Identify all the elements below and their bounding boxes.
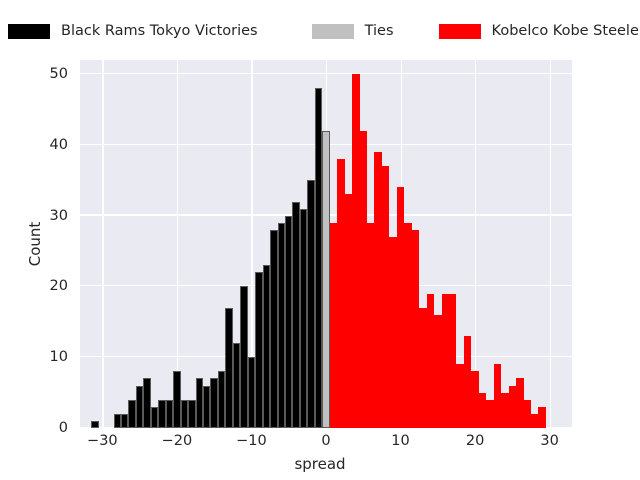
bar-kobelco-kobe-steelers: [441, 293, 449, 428]
bar-kobelco-kobe-steelers: [389, 236, 397, 428]
bar-kobelco-kobe-steelers: [523, 399, 531, 428]
bar-kobelco-kobe-steelers: [449, 293, 457, 428]
x-tick-label: 20: [465, 433, 485, 449]
y-tick-label: 50: [49, 66, 68, 83]
y-tick-label: 40: [49, 136, 68, 153]
bar-black-rams-tokyo: [135, 385, 144, 428]
y-tick-label: 20: [49, 278, 68, 295]
bar-black-rams-tokyo: [292, 201, 300, 428]
legend-swatch-gray: [311, 23, 354, 39]
bar-black-rams-tokyo: [158, 399, 166, 428]
y-tick-label: 10: [49, 349, 68, 366]
y-tick-label: 30: [49, 207, 68, 224]
x-tick-label: −10: [236, 433, 267, 449]
gridline-vertical: [549, 60, 551, 428]
bar-black-rams-tokyo: [262, 265, 271, 428]
legend-swatch-black: [8, 23, 50, 39]
bar-black-rams-tokyo: [307, 180, 315, 428]
x-tick-label: −30: [87, 433, 118, 449]
bar-kobelco-kobe-steelers: [456, 364, 464, 428]
bar-black-rams-tokyo: [128, 399, 136, 428]
bar-kobelco-kobe-steelers: [426, 293, 435, 428]
gridline-vertical: [102, 60, 104, 428]
bar-kobelco-kobe-steelers: [374, 152, 382, 428]
bar-kobelco-kobe-steelers: [486, 399, 494, 428]
bar-kobelco-kobe-steelers: [434, 314, 442, 428]
bar-black-rams-tokyo: [299, 208, 308, 428]
bar-black-rams-tokyo: [203, 385, 211, 428]
bar-kobelco-kobe-steelers: [352, 74, 360, 428]
bar-kobelco-kobe-steelers: [531, 413, 539, 428]
bar-black-rams-tokyo: [277, 222, 285, 428]
x-tick-label: 0: [321, 433, 331, 449]
bar-black-rams-tokyo: [314, 88, 323, 428]
legend-entry-kobelco-kobe-steelers-victories[interactable]: Kobelco Kobe Steelers Victories: [438, 22, 640, 39]
bar-kobelco-kobe-steelers: [367, 222, 375, 428]
legend-swatch-red: [438, 23, 481, 39]
bar-black-rams-tokyo: [143, 378, 151, 428]
chart-legend: Black Rams Tokyo Victories Ties Kobelco …: [0, 18, 640, 44]
bar-kobelco-kobe-steelers: [359, 130, 367, 428]
bar-black-rams-tokyo: [270, 229, 278, 428]
bar-kobelco-kobe-steelers: [344, 194, 353, 428]
bar-kobelco-kobe-steelers: [329, 222, 338, 428]
bar-kobelco-kobe-steelers: [396, 187, 405, 428]
x-tick-label: −20: [161, 433, 193, 449]
bar-black-rams-tokyo: [195, 378, 203, 428]
bar-black-rams-tokyo: [255, 272, 263, 428]
legend-entry-ties[interactable]: Ties: [311, 22, 394, 39]
bar-black-rams-tokyo: [285, 215, 293, 428]
bar-kobelco-kobe-steelers: [471, 371, 479, 428]
bar-kobelco-kobe-steelers: [381, 166, 390, 428]
legend-entry-black-rams-tokyo-victories[interactable]: Black Rams Tokyo Victories: [8, 22, 258, 39]
x-tick-label: 10: [391, 433, 410, 449]
x-tick-label: 30: [540, 433, 559, 449]
bar-black-rams-tokyo: [113, 413, 121, 428]
bar-kobelco-kobe-steelers: [337, 159, 345, 428]
bar-kobelco-kobe-steelers: [508, 385, 517, 428]
bar-kobelco-kobe-steelers: [538, 406, 546, 428]
plot-area: [80, 60, 572, 428]
bar-black-rams-tokyo: [225, 307, 233, 428]
bar-kobelco-kobe-steelers: [419, 307, 427, 428]
y-axis-label: Count: [26, 221, 44, 267]
gridline-vertical: [251, 60, 253, 428]
legend-label: Ties: [364, 22, 394, 39]
bar-black-rams-tokyo: [232, 343, 241, 428]
bar-black-rams-tokyo: [173, 371, 181, 428]
bar-black-rams-tokyo: [180, 399, 189, 428]
x-axis-label: spread: [294, 455, 346, 473]
bar-black-rams-tokyo: [240, 286, 248, 428]
bar-black-rams-tokyo: [217, 371, 226, 428]
bar-black-rams-tokyo: [188, 399, 196, 428]
bar-black-rams-tokyo: [150, 406, 159, 428]
gridline-vertical: [176, 60, 179, 428]
bar-black-rams-tokyo: [121, 413, 129, 428]
bar-black-rams-tokyo: [165, 399, 174, 428]
bar-black-rams-tokyo: [247, 357, 256, 428]
histogram-bars: [80, 60, 572, 428]
bar-ties: [322, 130, 330, 428]
y-tick-label: 0: [58, 420, 68, 436]
bar-kobelco-kobe-steelers: [411, 229, 420, 428]
bar-kobelco-kobe-steelers: [501, 392, 509, 428]
legend-label: Kobelco Kobe Steelers Victories: [491, 22, 640, 39]
bar-black-rams-tokyo: [210, 378, 218, 428]
bar-kobelco-kobe-steelers: [516, 378, 524, 428]
bar-black-rams-tokyo: [91, 420, 99, 428]
gridline-vertical: [475, 60, 477, 428]
bar-kobelco-kobe-steelers: [478, 392, 487, 428]
bar-kobelco-kobe-steelers: [493, 364, 502, 428]
bar-kobelco-kobe-steelers: [404, 222, 412, 428]
bar-kobelco-kobe-steelers: [463, 336, 472, 428]
legend-label: Black Rams Tokyo Victories: [61, 22, 258, 39]
